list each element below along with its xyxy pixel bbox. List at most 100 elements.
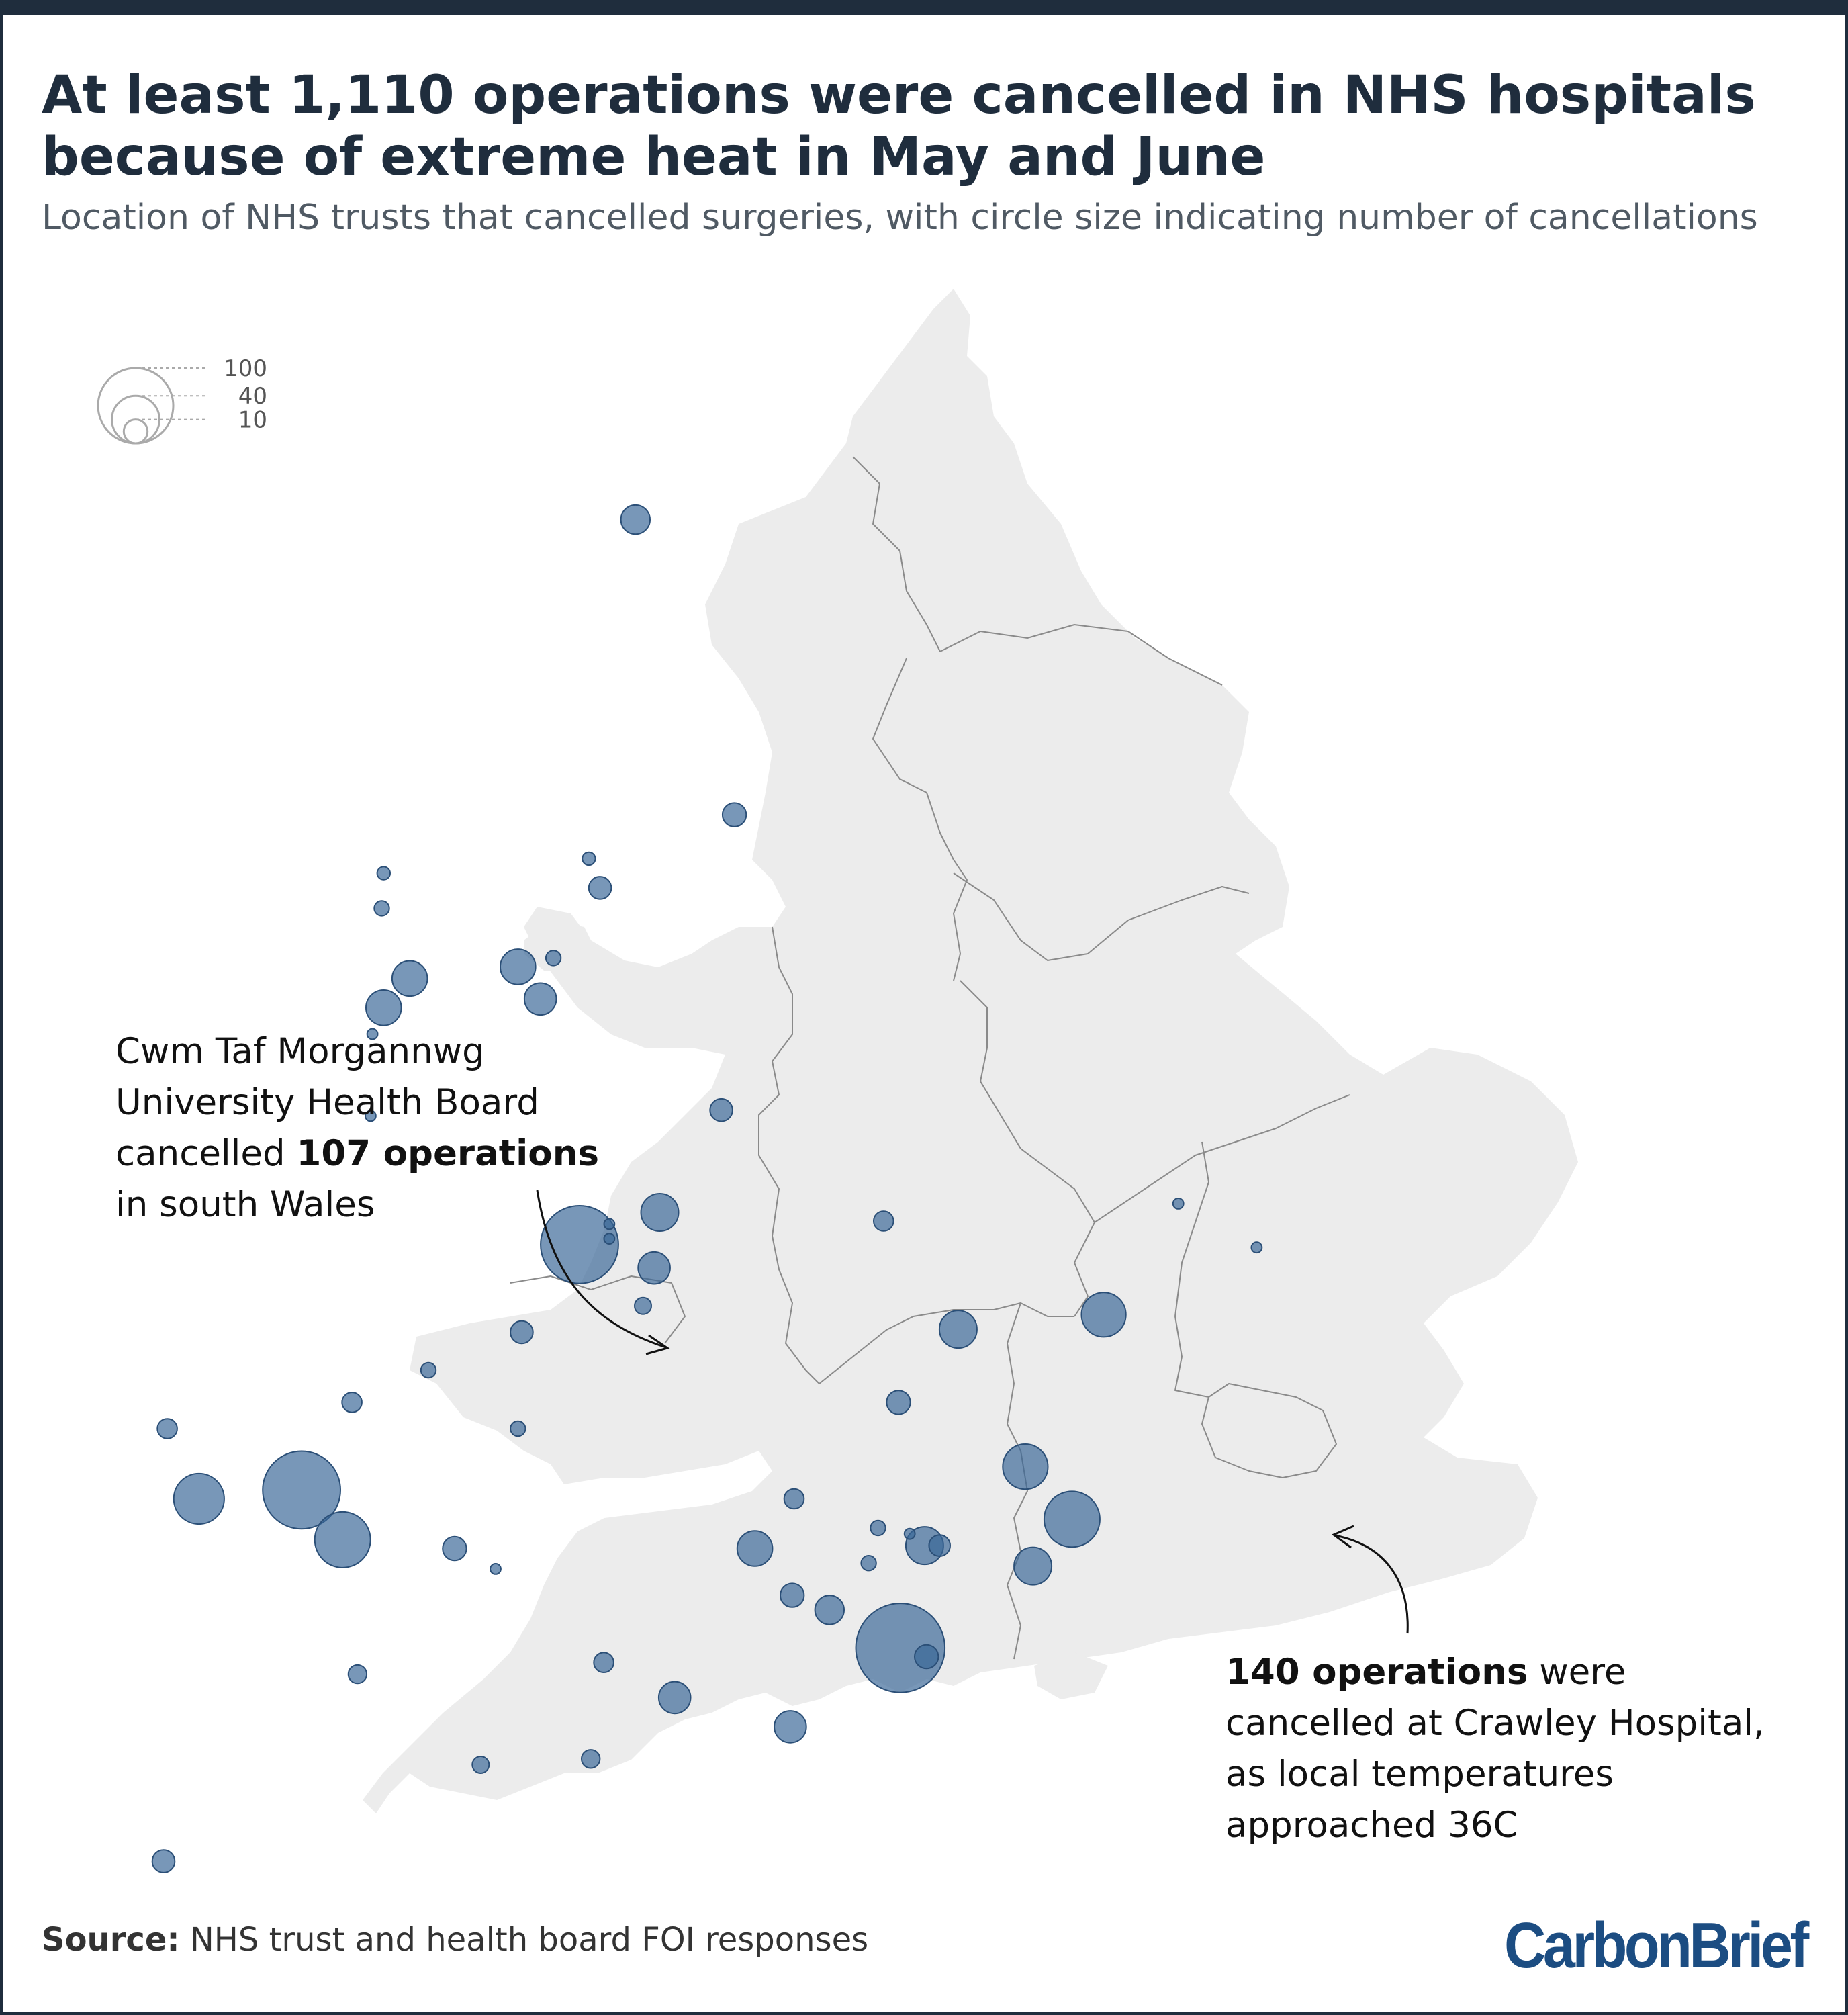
crawley-annotation-line3: as local temperatures bbox=[1226, 1754, 1614, 1795]
legend-circle-100 bbox=[97, 367, 175, 445]
source-note: Source: NHS trust and health board FOI r… bbox=[42, 1920, 868, 1960]
crawley-arrow-head bbox=[1331, 1525, 1354, 1549]
north-west-boundary bbox=[872, 658, 968, 981]
trust-bubble-15 bbox=[640, 1193, 680, 1232]
trust-bubble-40 bbox=[903, 1527, 916, 1540]
trust-bubble-22 bbox=[1250, 1241, 1263, 1254]
legend-label-10: 10 bbox=[238, 407, 267, 434]
east-of-england-west-boundary bbox=[1174, 1141, 1209, 1317]
south-west-boundary bbox=[819, 1302, 1074, 1384]
trust-bubble-17 bbox=[603, 1218, 616, 1230]
trust-bubble-27 bbox=[886, 1390, 911, 1415]
trust-bubble-30 bbox=[156, 1418, 178, 1439]
wales-annotation-line3-text: cancelled bbox=[116, 1133, 297, 1174]
crawley-annotation-line1: 140 operations were bbox=[1226, 1647, 1796, 1698]
wales-annotation-line2: University Health Board bbox=[116, 1082, 539, 1123]
wales-annotation-arrow bbox=[536, 1190, 667, 1349]
trust-bubble-49 bbox=[855, 1603, 946, 1693]
london-boundary bbox=[1201, 1383, 1337, 1478]
cancellation-bubbles bbox=[151, 504, 1263, 1873]
trust-bubble-52 bbox=[593, 1652, 614, 1673]
south-east-west-boundary bbox=[1007, 1302, 1028, 1660]
east-of-england-south-boundary bbox=[1174, 1316, 1209, 1398]
trust-bubble-41 bbox=[928, 1534, 951, 1557]
trust-bubble-55 bbox=[581, 1749, 601, 1769]
yorkshire-boundary bbox=[953, 872, 1250, 961]
wales-arrow-head bbox=[645, 1334, 670, 1355]
crawley-annotation-line2: cancelled at Crawley Hospital, bbox=[1226, 1703, 1765, 1744]
chart-subtitle: Location of NHS trusts that cancelled su… bbox=[42, 197, 1758, 238]
trust-bubble-45 bbox=[736, 1530, 774, 1567]
midlands-boundary bbox=[960, 980, 1095, 1223]
crawley-annotation-line1-text: were bbox=[1528, 1652, 1626, 1693]
trust-bubble-23 bbox=[634, 1296, 652, 1315]
trust-bubble-14 bbox=[365, 1110, 377, 1122]
trust-bubble-28 bbox=[420, 1361, 437, 1379]
trust-bubble-10 bbox=[500, 948, 537, 985]
wales-annotation: Cwm Taf Morgannwg University Health Boar… bbox=[116, 1026, 626, 1230]
trust-bubble-11 bbox=[545, 950, 562, 967]
legend-circle-10 bbox=[122, 418, 149, 445]
trust-bubble-36 bbox=[1002, 1443, 1049, 1490]
trust-bubble-3 bbox=[376, 866, 391, 881]
annotation-arrows bbox=[536, 1190, 1409, 1634]
trust-bubble-44 bbox=[490, 1563, 502, 1575]
england-wales-outline bbox=[363, 289, 1578, 1814]
trust-bubble-5 bbox=[582, 851, 596, 866]
isle-of-wight bbox=[1034, 1652, 1108, 1699]
trust-bubble-20 bbox=[873, 1210, 894, 1232]
north-east-boundary bbox=[939, 624, 1223, 686]
trust-bubble-46 bbox=[1013, 1546, 1053, 1586]
regional-boundaries bbox=[510, 456, 1350, 1660]
trust-bubble-25 bbox=[938, 1310, 978, 1349]
trust-bubble-31 bbox=[510, 1420, 526, 1437]
wales-annotation-count: 107 operations bbox=[296, 1133, 599, 1174]
trust-bubble-13 bbox=[709, 1098, 733, 1122]
wales-internal-boundary bbox=[510, 1275, 686, 1344]
wales-england-border bbox=[758, 926, 820, 1384]
trust-bubble-33 bbox=[173, 1472, 225, 1525]
east-boundary bbox=[1094, 1094, 1350, 1223]
crawley-annotation: 140 operations were cancelled at Crawley… bbox=[1226, 1647, 1796, 1851]
trust-bubble-34 bbox=[314, 1511, 371, 1568]
trust-bubble-1 bbox=[620, 504, 651, 535]
trust-bubble-47 bbox=[780, 1582, 805, 1608]
trust-bubble-21 bbox=[1172, 1198, 1185, 1210]
crawley-annotation-arrow bbox=[1334, 1534, 1409, 1634]
scottish-border-region bbox=[852, 456, 941, 652]
trust-bubble-54 bbox=[774, 1710, 807, 1744]
trust-bubble-24 bbox=[510, 1320, 534, 1345]
trust-bubble-53 bbox=[657, 1681, 692, 1715]
trust-bubble-8 bbox=[365, 989, 402, 1026]
trust-bubble-9 bbox=[366, 1028, 379, 1040]
trust-bubble-12 bbox=[523, 982, 557, 1016]
trust-bubble-43 bbox=[442, 1535, 467, 1562]
trust-bubble-18 bbox=[603, 1233, 616, 1245]
trust-bubble-19 bbox=[637, 1251, 671, 1285]
trust-bubble-7 bbox=[391, 960, 428, 997]
trust-bubble-56 bbox=[471, 1756, 490, 1774]
source-label: Source: bbox=[42, 1921, 180, 1959]
trust-bubble-35 bbox=[783, 1488, 805, 1510]
trust-bubble-32 bbox=[262, 1450, 342, 1530]
crawley-annotation-count: 140 operations bbox=[1226, 1652, 1528, 1693]
trust-bubble-37 bbox=[1043, 1490, 1101, 1548]
wales-annotation-line3: cancelled 107 operations bbox=[116, 1128, 626, 1179]
trust-bubble-26 bbox=[1080, 1292, 1127, 1338]
legend-label-100: 100 bbox=[224, 355, 267, 382]
trust-bubble-51 bbox=[347, 1664, 368, 1685]
trust-bubble-2 bbox=[721, 802, 747, 827]
legend-label-40: 40 bbox=[238, 383, 267, 410]
trust-bubble-50 bbox=[914, 1644, 939, 1670]
trust-bubble-29 bbox=[341, 1392, 363, 1413]
trust-bubble-48 bbox=[814, 1595, 845, 1625]
crawley-annotation-line4: approached 36C bbox=[1226, 1805, 1518, 1846]
chart-title: At least 1,110 operations were cancelled… bbox=[42, 65, 1756, 187]
carbonbrief-logo: CarbonBrief bbox=[1504, 1910, 1809, 1981]
east-midlands-south-boundary bbox=[1074, 1222, 1095, 1317]
wales-annotation-line1: Cwm Taf Morgannwg bbox=[116, 1031, 485, 1072]
trust-bubble-38 bbox=[870, 1519, 886, 1537]
trust-bubble-6 bbox=[588, 876, 612, 900]
